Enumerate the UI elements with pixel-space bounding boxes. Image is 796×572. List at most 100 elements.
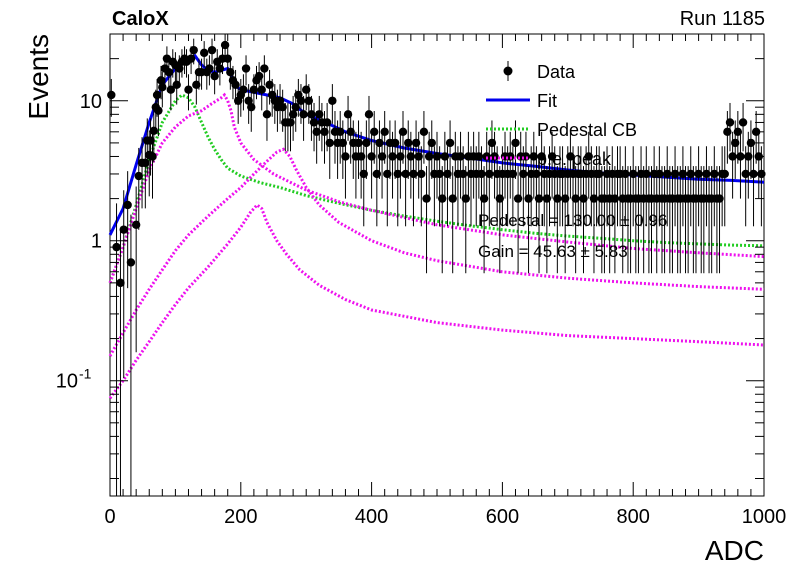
data-point: [655, 169, 664, 179]
data-point: [205, 64, 214, 73]
data-point: [383, 169, 392, 179]
data-point: [275, 96, 285, 105]
data-point: [560, 194, 570, 203]
data-point: [432, 152, 442, 161]
data-point: [322, 118, 332, 127]
data-point: [377, 152, 387, 161]
data-point: [589, 194, 599, 203]
data-point: [458, 169, 468, 179]
x-tick-label: 600: [486, 506, 519, 528]
data-point: [485, 169, 494, 179]
data-point: [189, 45, 198, 55]
data-point: [364, 110, 374, 119]
data-point: [223, 54, 232, 63]
data-point: [396, 152, 405, 161]
data-point: [474, 152, 484, 161]
data-point: [338, 138, 348, 148]
data-point: [393, 169, 402, 179]
data-point: [629, 169, 638, 179]
data-point: [553, 194, 562, 203]
data-point: [409, 169, 418, 179]
data-point: [435, 169, 444, 179]
data-point: [312, 127, 321, 137]
data-point: [720, 169, 729, 179]
data-point: [126, 258, 136, 267]
legend: Data Fit Pedestal CB p.e. peak: [486, 61, 637, 169]
y-tick-label: 10: [56, 371, 78, 393]
data-point: [566, 152, 575, 161]
run-label: Run 1185: [679, 8, 765, 30]
data-point: [411, 138, 421, 148]
data-point: [542, 194, 552, 203]
data-point: [406, 152, 416, 161]
data-points: [107, 34, 766, 496]
data-point: [356, 152, 366, 161]
data-point: [154, 106, 163, 115]
x-axis-ticks: 0 200 400 600 800 1000: [104, 34, 786, 528]
data-point: [254, 71, 264, 81]
data-point: [422, 194, 431, 203]
data-point: [119, 225, 128, 234]
data-point: [286, 118, 295, 127]
data-point: [445, 138, 455, 148]
data-point: [524, 194, 533, 203]
data-point: [134, 171, 143, 181]
annotation-pedestal: Pedestal = 130.00 ± 0.96: [478, 211, 667, 230]
data-point: [215, 64, 225, 73]
data-point: [328, 96, 337, 105]
data-point: [199, 48, 209, 58]
y-tick-label: 1: [91, 231, 102, 253]
x-tick-label: 400: [355, 506, 388, 528]
data-point: [621, 169, 630, 179]
data-point: [427, 138, 436, 148]
data-point: [262, 110, 272, 119]
data-point: [210, 71, 219, 81]
data-point: [367, 152, 376, 161]
data-point: [207, 45, 217, 55]
data-point: [547, 152, 557, 161]
data-point: [244, 96, 253, 105]
y-tick-exponent: -1: [79, 366, 92, 382]
data-point: [302, 85, 311, 94]
data-point: [325, 138, 334, 148]
data-point: [419, 127, 429, 137]
data-point: [579, 194, 588, 203]
data-point: [401, 169, 410, 179]
data-point: [584, 152, 593, 161]
data-point: [571, 194, 580, 203]
data-point: [715, 194, 724, 203]
data-point: [490, 152, 499, 161]
data-point: [341, 152, 350, 161]
data-point: [749, 169, 758, 179]
data-point: [398, 127, 408, 137]
experiment-label: CaloX: [112, 8, 169, 30]
data-point: [537, 152, 546, 161]
x-axis-label: ADC: [705, 535, 764, 566]
data-point: [534, 194, 544, 203]
data-point: [508, 169, 518, 179]
data-point: [257, 85, 266, 94]
x-tick-label: 200: [224, 506, 257, 528]
data-point: [309, 118, 319, 127]
data-point: [249, 85, 259, 94]
curve-p-e-peak-1: [108, 92, 765, 284]
data-point: [184, 85, 193, 94]
data-point: [736, 152, 745, 161]
data-point: [299, 110, 308, 119]
data-point: [226, 68, 235, 77]
annotation-gain: Gain = 45.63 ± 5.83: [478, 242, 628, 261]
legend-p-e-peak-label: p.e. peak: [537, 149, 612, 169]
data-point: [456, 152, 465, 161]
data-point: [359, 169, 368, 179]
data-point: [362, 138, 371, 148]
data-point: [247, 102, 256, 112]
data-point: [519, 169, 528, 179]
data-point: [529, 152, 538, 161]
data-point: [346, 127, 355, 137]
data-point: [186, 54, 196, 63]
data-point: [375, 138, 384, 148]
data-point: [487, 138, 497, 148]
data-point: [513, 194, 523, 203]
data-point: [610, 194, 620, 203]
